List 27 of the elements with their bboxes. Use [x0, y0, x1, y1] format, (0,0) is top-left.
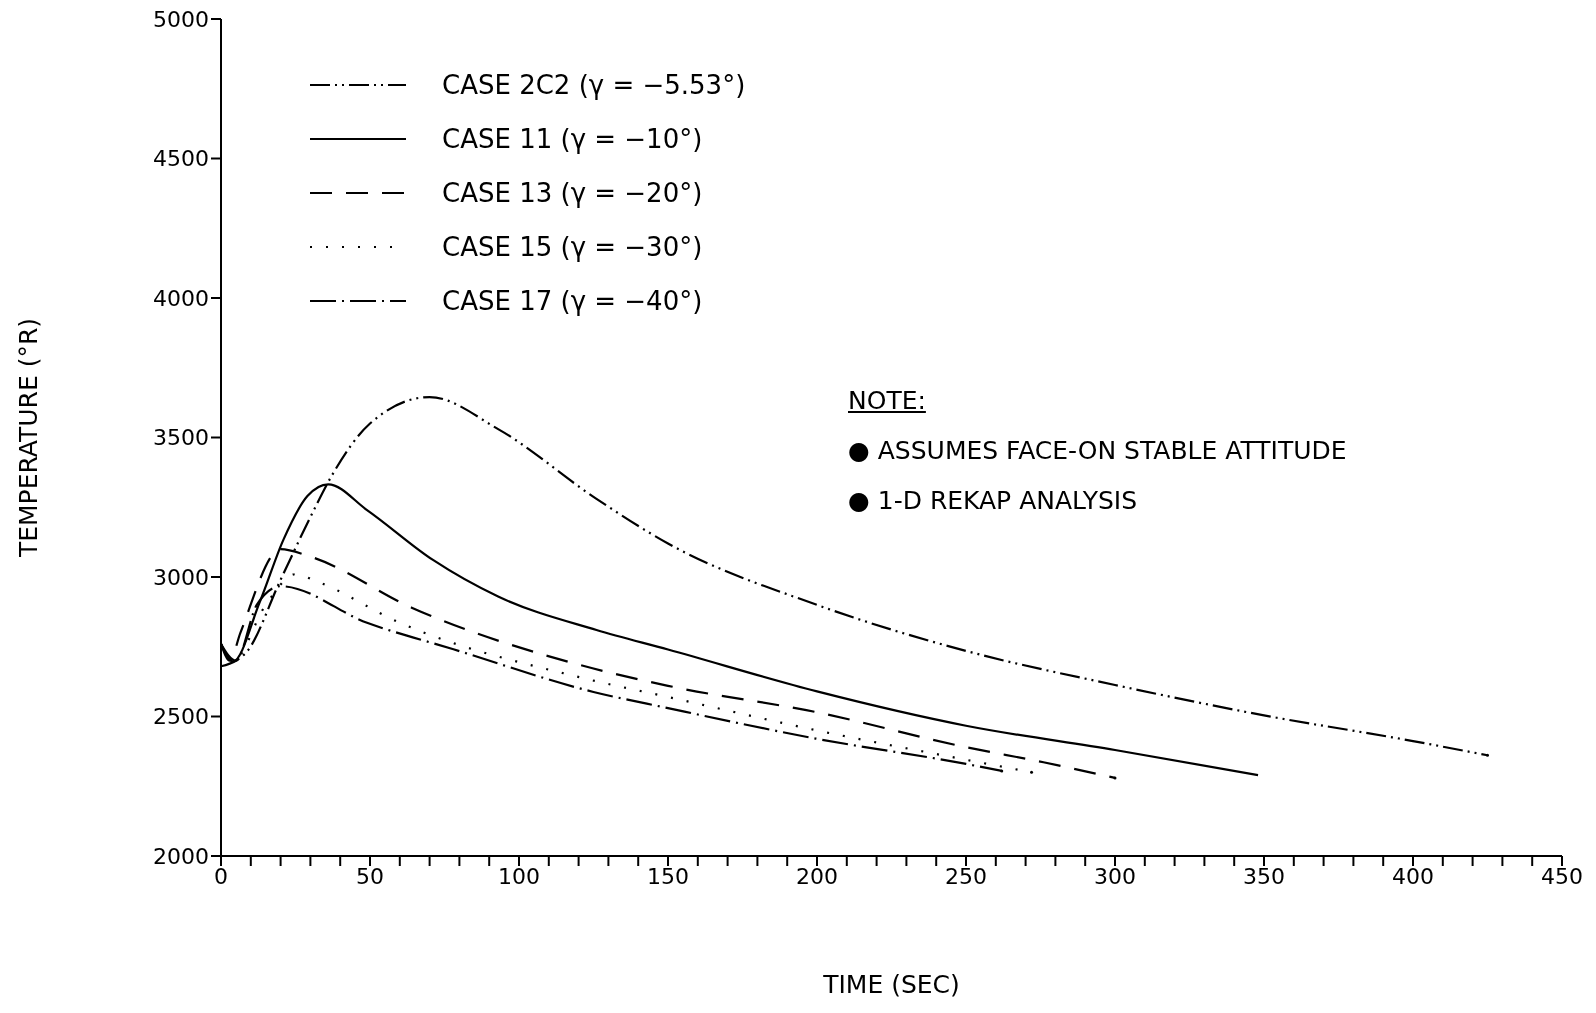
- x-tick-label: 0: [214, 863, 228, 889]
- legend-label: CASE 2C2 (γ = −5.53°): [442, 70, 746, 100]
- annotation: ● ASSUMES FACE-ON STABLE ATTITUDE: [848, 436, 1347, 467]
- legend-label: CASE 17 (γ = −40°): [442, 286, 703, 316]
- x-tick-label: 50: [356, 863, 384, 889]
- y-tick-label: 3500: [153, 425, 209, 451]
- legend-label: CASE 11 (γ = −10°): [442, 124, 703, 154]
- y-tick-label: 2000: [153, 843, 209, 869]
- legend-label: CASE 13 (γ = −20°): [442, 178, 703, 208]
- y-tick-label: 3000: [153, 564, 209, 590]
- x-tick-label: 200: [796, 863, 838, 889]
- x-tick-label: 350: [1243, 863, 1285, 889]
- x-tick-label: 100: [498, 863, 540, 889]
- x-tick-label: 300: [1094, 863, 1136, 889]
- annotation: ● 1-D REKAP ANALYSIS: [848, 486, 1139, 517]
- y-tick-label: 4000: [153, 285, 209, 311]
- x-tick-label: 250: [945, 863, 987, 889]
- x-tick-label: 450: [1541, 863, 1583, 889]
- y-tick-label: 4500: [153, 146, 209, 172]
- y-tick-label: 2500: [153, 704, 209, 730]
- x-tick-label: 150: [647, 863, 689, 889]
- y-tick-label: 5000: [153, 6, 209, 32]
- legend-label: CASE 15 (γ = −30°): [442, 232, 703, 262]
- x-tick-label: 400: [1392, 863, 1434, 889]
- y-axis-title: TEMPERATURE (°R): [13, 317, 43, 559]
- x-axis-title: TIME (SEC): [822, 970, 960, 999]
- annotation: NOTE:: [848, 386, 927, 417]
